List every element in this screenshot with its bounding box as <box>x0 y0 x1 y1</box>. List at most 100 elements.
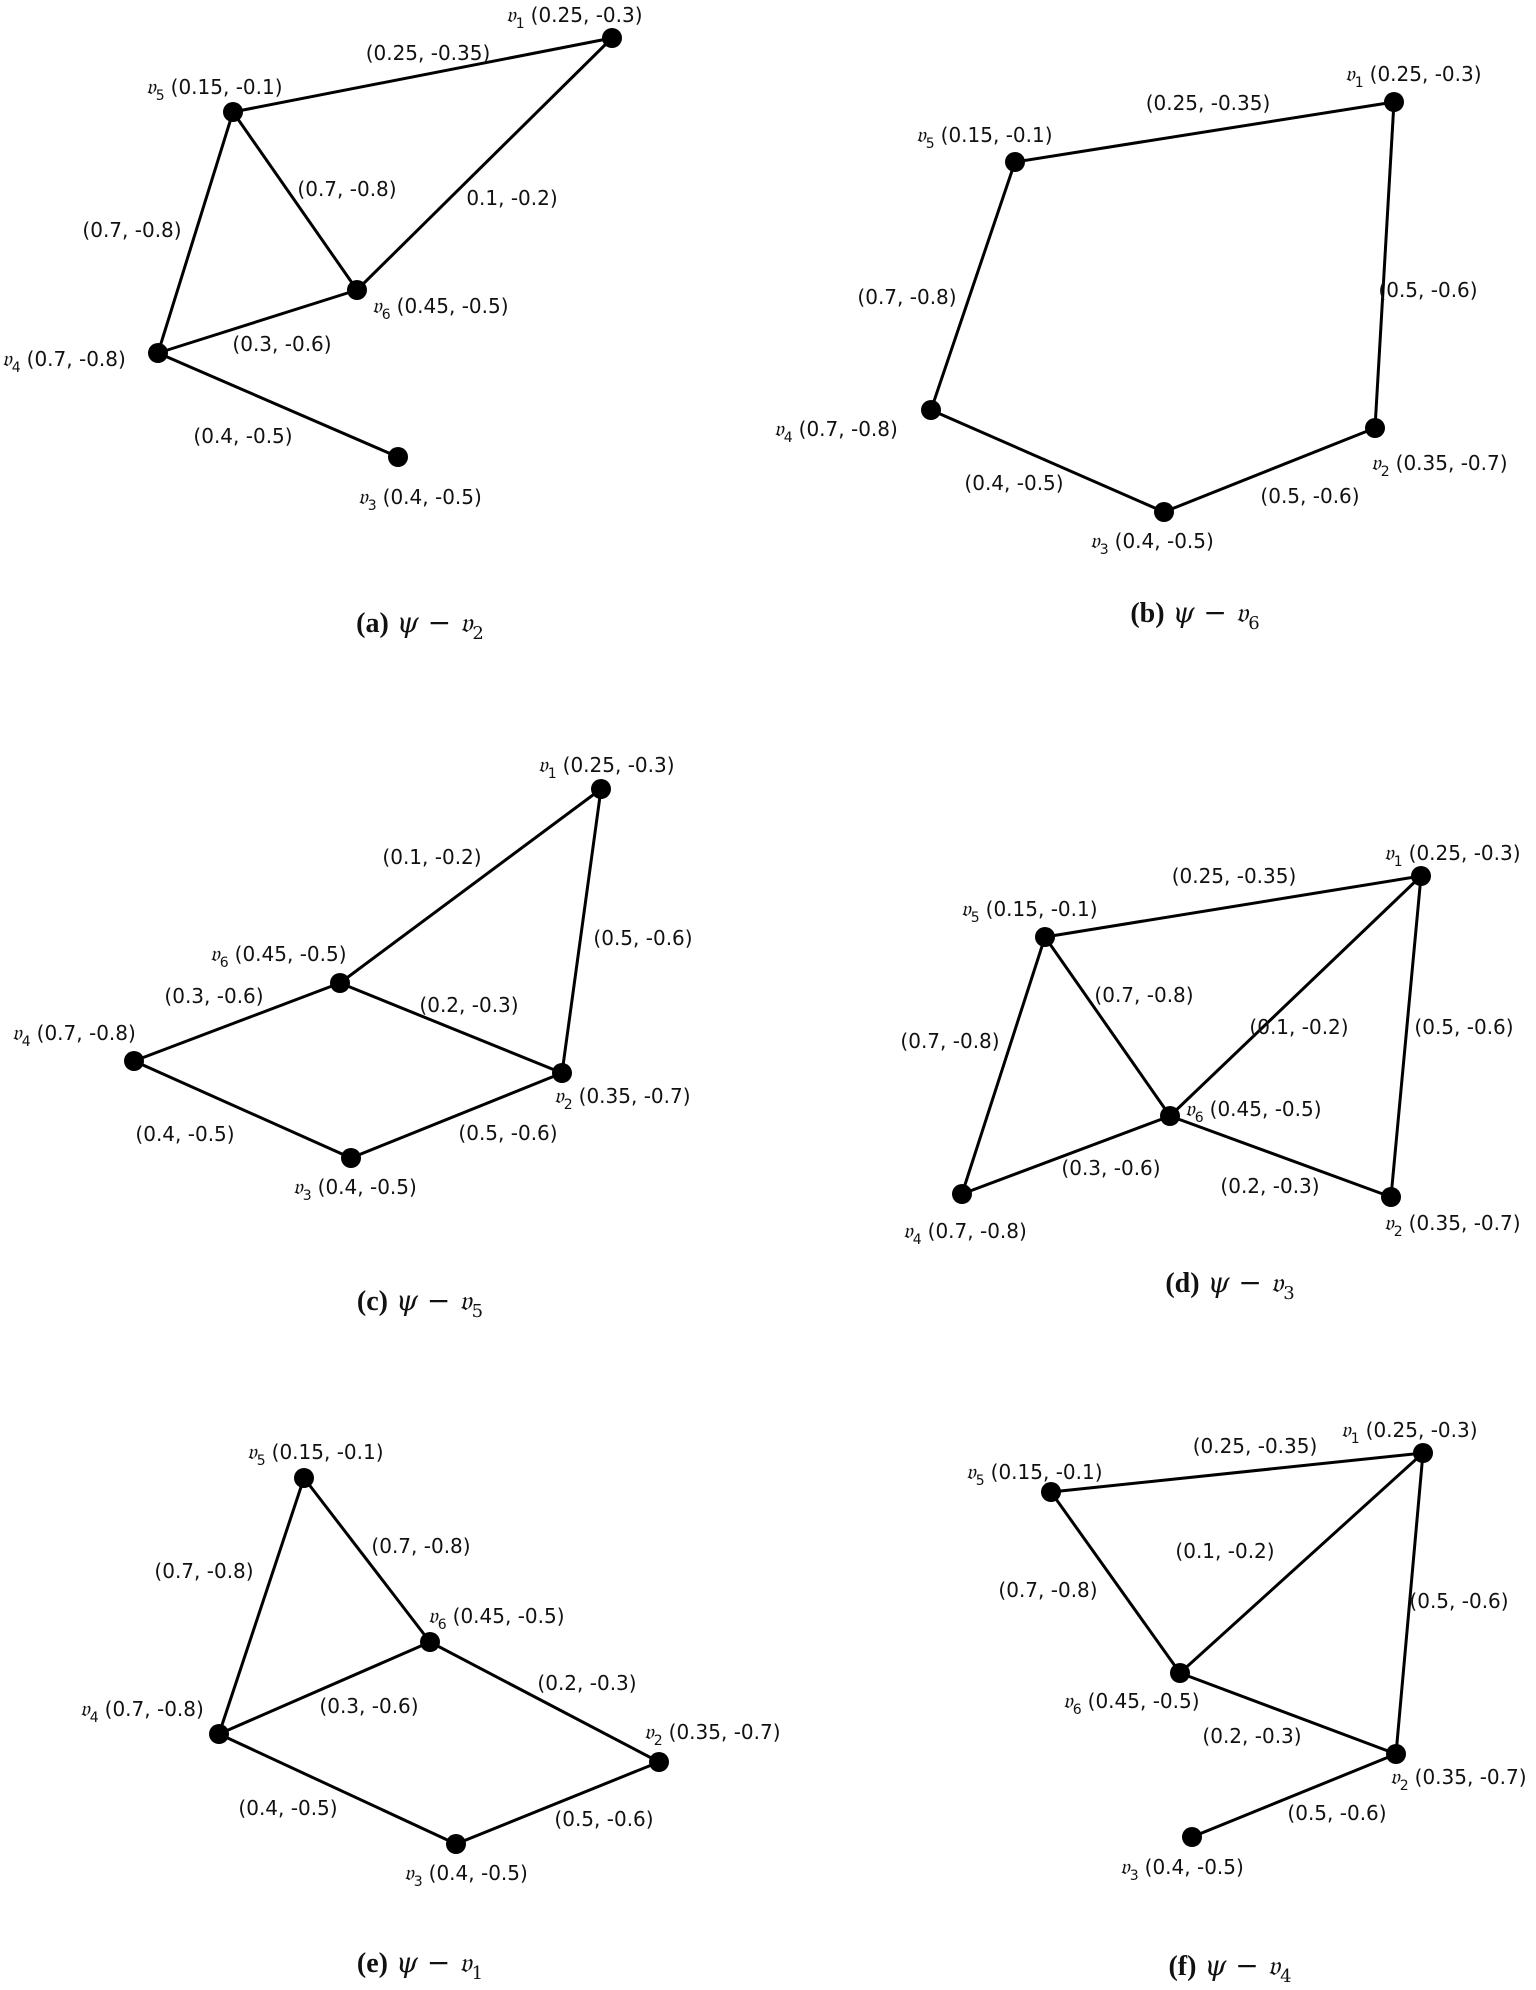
vertex-v6 <box>347 280 367 300</box>
vertex-v5 <box>294 1468 314 1488</box>
vertex-label-v3: 𝔳3 (0.4, -0.5) <box>293 1175 417 1204</box>
vertex-v4 <box>952 1184 972 1204</box>
edge-label-v1-v2: (0.5, -0.6) <box>1409 1589 1508 1613</box>
edge-v4-v6 <box>218 1640 431 1736</box>
edge-label-v2-v3: (0.5, -0.6) <box>1287 1801 1386 1825</box>
edge-v4-v3 <box>133 1059 352 1160</box>
edge-v5-v4 <box>156 111 235 354</box>
caption-a: (a) ψ − 𝔳2 <box>356 606 484 644</box>
edge-v5-v1 <box>232 36 613 114</box>
edge-label-v5-v4: (0.7, -0.8) <box>857 285 956 309</box>
vertex-label-v3: 𝔳3 (0.4, -0.5) <box>1120 1855 1244 1884</box>
edge-v3-v2 <box>1163 426 1376 514</box>
vertex-v2 <box>1381 1187 1401 1207</box>
vertex-label-v2: 𝔳2 (0.35, -0.7) <box>1371 451 1508 480</box>
edge-v4-v6 <box>133 981 341 1063</box>
edge-v1-v2 <box>1389 875 1423 1198</box>
caption-f: (f) ψ − 𝔳4 <box>1168 1949 1291 1987</box>
edge-v5-v1 <box>1014 100 1395 164</box>
vertex-label-v5: 𝔳5 (0.15, -0.1) <box>916 123 1053 152</box>
vertex-v1 <box>602 28 622 48</box>
edge-label-v5-v6: (0.7, -0.8) <box>1094 983 1193 1007</box>
vertex-label-v2: 𝔳2 (0.35, -0.7) <box>554 1084 691 1113</box>
vertex-label-v5: 𝔳5 (0.15, -0.1) <box>966 1460 1103 1489</box>
vertex-v3 <box>446 1834 466 1854</box>
edge-label-v3-v2: (0.5, -0.6) <box>554 1807 653 1831</box>
vertex-label-v4: 𝔳4 (0.7, -0.8) <box>12 1021 136 1050</box>
edge-label-v6-v1: (0.1, -0.2) <box>1175 1539 1274 1563</box>
vertex-v6 <box>420 1632 440 1652</box>
vertex-label-v4: 𝔳4 (0.7, -0.8) <box>2 347 126 376</box>
vertex-v6 <box>1160 1106 1180 1126</box>
vertex-v1 <box>1411 866 1431 886</box>
vertex-v1 <box>1384 92 1404 112</box>
vertex-label-v6: 𝔳6 (0.45, -0.5) <box>210 942 347 971</box>
vertex-v3 <box>1182 1827 1202 1847</box>
vertex-label-v6: 𝔳6 (0.45, -0.5) <box>1063 1689 1200 1718</box>
vertex-label-v4: 𝔳4 (0.7, -0.8) <box>774 417 898 446</box>
edge-label-v5-v1: (0.25, -0.35) <box>366 41 491 65</box>
vertex-v6 <box>1170 1663 1190 1683</box>
edge-v4-v3 <box>157 351 399 459</box>
vertex-label-v4: 𝔳4 (0.7, -0.8) <box>80 1697 204 1726</box>
edge-label-v3-v2: (0.5, -0.6) <box>1260 484 1359 508</box>
vertex-label-v1: 𝔳1 (0.25, -0.3) <box>506 3 643 32</box>
edge-label-v5-v6: (0.7, -0.8) <box>297 177 396 201</box>
edge-v4-v6 <box>157 288 358 355</box>
vertex-v4 <box>148 343 168 363</box>
edge-v5-v4 <box>929 161 1017 411</box>
edge-label-v6-v1: (0.1, -0.2) <box>382 845 481 869</box>
vertex-v4 <box>209 1724 229 1744</box>
edge-label-v1-v2: (0.5, -0.6) <box>593 926 692 950</box>
edge-v2-v3 <box>1191 1752 1397 1839</box>
edge-label-v5-v1: (0.25, -0.35) <box>1172 864 1297 888</box>
edge-label-v5-v4: (0.7, -0.8) <box>900 1029 999 1053</box>
edge-label-v4-v6: (0.3, -0.6) <box>1061 1156 1160 1180</box>
vertex-v3 <box>341 1148 361 1168</box>
vertex-label-v4: 𝔳4 (0.7, -0.8) <box>903 1219 1027 1248</box>
edge-v5-v1 <box>1044 874 1422 939</box>
vertex-v3 <box>388 447 408 467</box>
edge-label-v6-v1: (0.1, -0.2) <box>1249 1015 1348 1039</box>
panel-b: (0.25, -0.35) (0.5, -0.6) (0.7, -0.8) (0.4,… <box>774 62 1508 634</box>
vertex-label-v1: 𝔳1 (0.25, -0.3) <box>1341 1418 1478 1447</box>
edge-label-v6-v1: 0.1, -0.2) <box>466 186 557 210</box>
edge-v4-v6 <box>961 1114 1171 1196</box>
vertex-v1 <box>591 779 611 799</box>
vertex-v5 <box>1041 1482 1061 1502</box>
vertex-label-v5: 𝔳5 (0.15, -0.1) <box>247 1440 384 1469</box>
edge-label-v5-v1: (0.25, -0.35) <box>1146 91 1271 115</box>
vertex-v2 <box>1365 418 1385 438</box>
vertex-v5 <box>1005 152 1025 172</box>
edge-v6-v1 <box>1168 874 1423 1118</box>
vertex-label-v2: 𝔳2 (0.35, -0.7) <box>1384 1211 1521 1240</box>
vertex-label-v6: 𝔳6 (0.45, -0.5) <box>428 1604 565 1633</box>
edge-v6-v1 <box>339 787 602 985</box>
edge-v4-v3 <box>930 408 1165 514</box>
edge-v5-v6 <box>302 1477 432 1643</box>
vertex-label-v3: 𝔳3 (0.4, -0.5) <box>358 485 482 514</box>
edge-v5-v1 <box>1050 1451 1424 1494</box>
vertex-label-v2: 𝔳2 (0.35, -0.7) <box>644 1720 781 1749</box>
edge-label-v4-v6: (0.3, -0.6) <box>164 984 263 1008</box>
edge-label-v5-v4: (0.7, -0.8) <box>82 218 181 242</box>
edge-v6-v1 <box>355 36 614 292</box>
edge-label-v6-v2: (0.2, -0.3) <box>419 993 518 1017</box>
vertex-label-v3: 𝔳3 (0.4, -0.5) <box>404 1861 528 1890</box>
edge-label-v5-v4: (0.7, -0.8) <box>154 1559 253 1583</box>
vertex-v5 <box>1035 927 1055 947</box>
vertex-v5 <box>223 102 243 122</box>
edge-v5-v6 <box>1043 936 1172 1117</box>
edge-label-v4-v3: (0.4, -0.5) <box>238 1796 337 1820</box>
edge-label-v6-v2: (0.2, -0.3) <box>1220 1174 1319 1198</box>
vertex-label-v5: 𝔳5 (0.15, -0.1) <box>146 75 283 104</box>
vertex-v6 <box>330 973 350 993</box>
edge-label-v5-v6: (0.7, -0.8) <box>371 1534 470 1558</box>
edge-v5-v4 <box>217 1477 306 1735</box>
vertex-label-v6: 𝔳6 (0.45, -0.5) <box>372 294 509 323</box>
caption-e: (e) ψ − 𝔳1 <box>357 1946 483 1984</box>
edge-label-v4-v3: (0.4, -0.5) <box>193 424 292 448</box>
vertex-label-v1: 𝔳1 (0.25, -0.3) <box>1384 841 1521 870</box>
edge-v6-v1 <box>1178 1451 1425 1675</box>
